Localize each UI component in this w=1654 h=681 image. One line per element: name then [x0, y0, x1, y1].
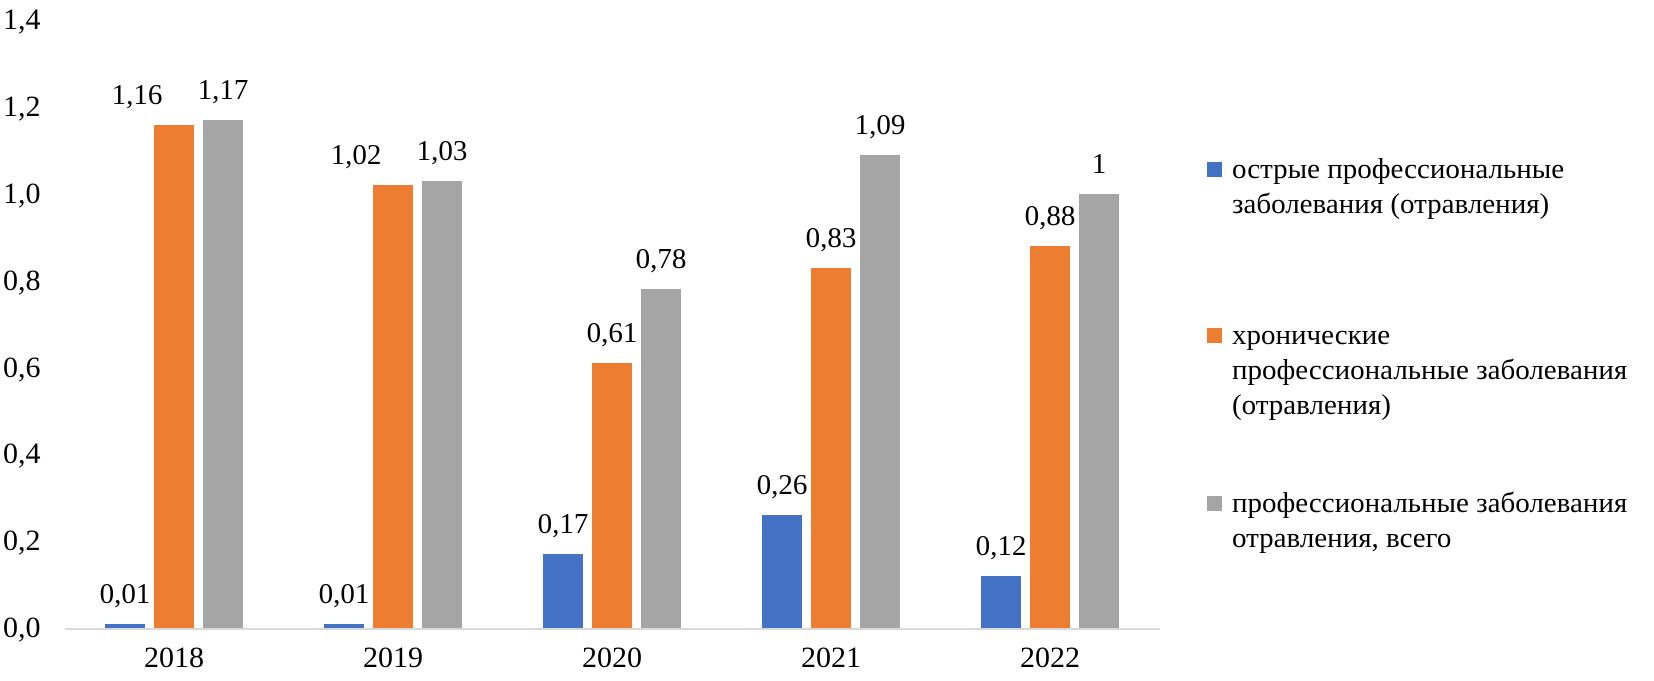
- bar-value-2022-series2: 1: [1091, 148, 1107, 180]
- bar-2020-series1: [592, 363, 632, 628]
- x-tick-2020: 2020: [582, 641, 642, 674]
- bar-2018-series1: [154, 125, 194, 628]
- y-tick-0,8: 0,8: [3, 264, 41, 297]
- bar-2021-series1: [811, 268, 851, 628]
- bar-value-2020-series0: 0,17: [537, 508, 589, 540]
- bar-value-2019-series1: 1,02: [330, 139, 382, 171]
- bar-2018-series2: [203, 120, 243, 628]
- legend-label-chronic: хронические профессиональные заболевания…: [1232, 319, 1628, 421]
- bar-2022-series2: [1079, 194, 1119, 628]
- bar-value-2021-series2: 1,09: [854, 109, 906, 141]
- y-tick-1,4: 1,4: [3, 3, 41, 36]
- bar-2020-series0: [543, 554, 583, 628]
- bar-value-2018-series1: 1,16: [111, 79, 163, 111]
- legend-item-chronic: хронические профессиональные заболевания…: [1207, 318, 1654, 423]
- bar-value-2020-series2: 0,78: [635, 243, 687, 275]
- bar-value-2021-series1: 0,83: [805, 222, 857, 254]
- legend-label-total: профессиональные заболевания отравления,…: [1232, 487, 1628, 554]
- bar-value-2021-series0: 0,26: [756, 469, 808, 501]
- y-tick-0,4: 0,4: [3, 437, 41, 470]
- legend-item-total: профессиональные заболевания отравления,…: [1207, 486, 1654, 556]
- legend-label-acute: острые профессиональные заболевания (отр…: [1232, 153, 1565, 220]
- bar-2019-series0: [324, 624, 364, 628]
- bar-2022-series1: [1030, 246, 1070, 628]
- y-tick-1,2: 1,2: [3, 90, 41, 123]
- bar-value-2019-series0: 0,01: [318, 578, 370, 610]
- bar-2020-series2: [641, 289, 681, 628]
- bar-2022-series0: [981, 576, 1021, 628]
- y-tick-0,2: 0,2: [3, 524, 41, 557]
- bar-2018-series0: [105, 624, 145, 628]
- y-tick-1,0: 1,0: [3, 177, 41, 210]
- x-tick-2022: 2022: [1020, 641, 1080, 674]
- y-tick-0,0: 0,0: [3, 611, 41, 644]
- bar-2021-series0: [762, 515, 802, 628]
- legend-item-acute: острые профессиональные заболевания (отр…: [1207, 152, 1654, 222]
- bar-value-2022-series1: 0,88: [1024, 200, 1076, 232]
- legend-marker-orange-icon: [1207, 328, 1222, 343]
- x-tick-2019: 2019: [363, 641, 423, 674]
- x-axis-line: [65, 628, 1160, 630]
- legend: острые профессиональные заболевания (отр…: [1207, 0, 1654, 681]
- legend-marker-gray-icon: [1207, 496, 1222, 511]
- bar-value-2020-series1: 0,61: [586, 317, 638, 349]
- bar-value-2019-series2: 1,03: [416, 135, 468, 167]
- y-tick-0,6: 0,6: [3, 351, 41, 384]
- x-tick-2021: 2021: [801, 641, 861, 674]
- bar-2019-series1: [373, 185, 413, 628]
- bar-2019-series2: [422, 181, 462, 628]
- bar-2021-series2: [860, 155, 900, 628]
- x-tick-2018: 2018: [144, 641, 204, 674]
- legend-marker-blue-icon: [1207, 162, 1222, 177]
- bar-value-2018-series0: 0,01: [99, 578, 151, 610]
- bar-value-2022-series0: 0,12: [975, 530, 1027, 562]
- bar-value-2018-series2: 1,17: [197, 74, 249, 106]
